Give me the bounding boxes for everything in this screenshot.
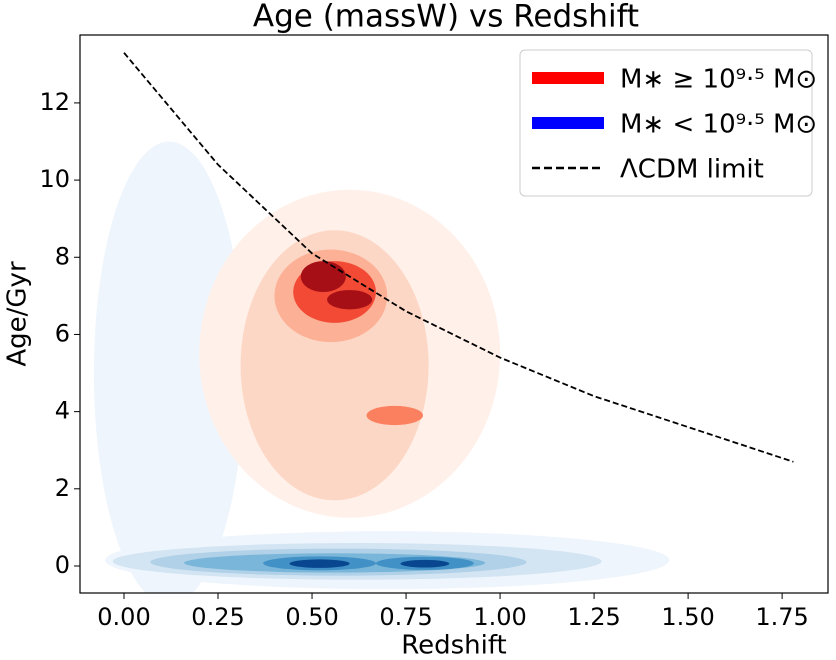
legend-swatch — [532, 72, 604, 84]
chart-title: Age (massW) vs Redshift — [253, 0, 639, 35]
density-contour — [93, 141, 245, 593]
density-contour — [366, 405, 423, 426]
density-contour — [400, 559, 450, 568]
x-tick-label: 0.25 — [191, 603, 244, 631]
y-tick-label: 6 — [55, 319, 70, 347]
axes-frame — [79, 34, 829, 594]
density-contour — [327, 290, 373, 310]
legend-label: M∗ ≥ 10⁹·⁵ M⊙ — [620, 65, 817, 95]
x-tick-label: 1.75 — [755, 603, 808, 631]
legend-label: M∗ < 10⁹·⁵ M⊙ — [620, 110, 817, 140]
y-tick-label: 8 — [55, 242, 70, 270]
plot-area — [93, 52, 794, 593]
legend-label: ΛCDM limit — [620, 155, 764, 185]
legend: M∗ ≥ 10⁹·⁵ M⊙ M∗ < 10⁹·⁵ M⊙ ΛCDM limit — [519, 49, 817, 197]
x-tick-label: 1.00 — [473, 603, 526, 631]
model-line — [123, 52, 794, 463]
x-tick-label: 0.75 — [379, 603, 432, 631]
y-tick-label: 2 — [55, 474, 70, 502]
x-tick-label: 1.50 — [661, 603, 714, 631]
x-tick-label: 1.25 — [567, 603, 620, 631]
y-tick-label: 0 — [55, 551, 70, 579]
y-tick-label: 10 — [39, 165, 70, 193]
y-axis-label: Age/Gyr — [3, 261, 33, 367]
x-tick-label: 0.50 — [285, 603, 338, 631]
x-axis-label: Redshift — [401, 631, 507, 660]
legend-swatch — [532, 117, 604, 129]
x-tick-label: 0.00 — [97, 603, 150, 631]
density-contour — [289, 559, 350, 568]
y-tick-label: 4 — [55, 397, 70, 425]
density-contour — [300, 261, 346, 293]
legend-box — [519, 49, 813, 197]
y-tick-label: 12 — [39, 88, 70, 116]
